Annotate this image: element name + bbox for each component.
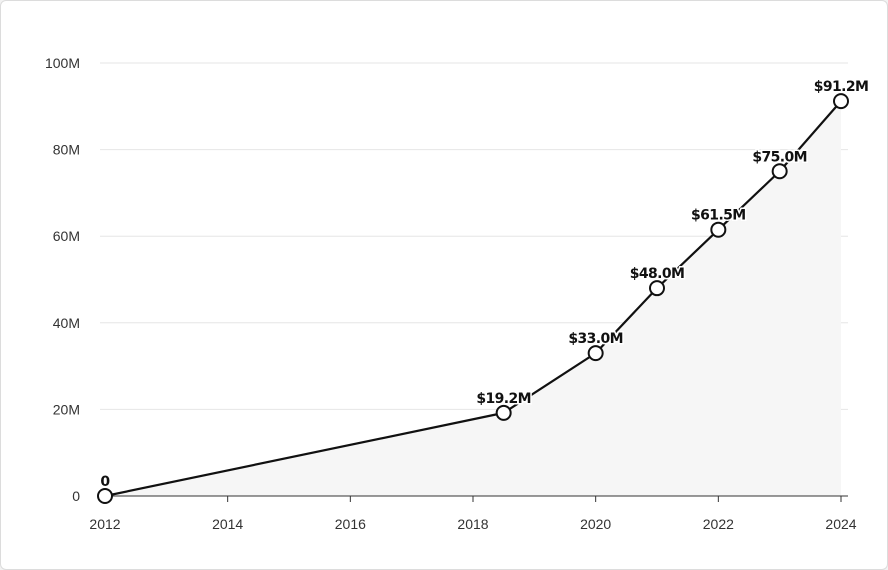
x-tick-label: 2020 xyxy=(580,516,611,532)
data-label: $19.2M xyxy=(476,391,531,407)
data-point xyxy=(649,280,665,297)
data-label: $91.2M xyxy=(814,79,869,95)
x-tick-label: 2024 xyxy=(825,516,856,532)
data-label: 0 xyxy=(100,474,110,490)
data-label: $75.0M xyxy=(752,149,807,165)
data-point xyxy=(771,163,788,180)
y-tick-label: 20M xyxy=(53,401,80,417)
data-point xyxy=(97,488,113,504)
data-points xyxy=(97,93,849,504)
data-labels: 0 $19.2M $33.0M $48.0M $61.5M $75.0M $91.2M xyxy=(99,78,870,492)
y-tick-label: 40M xyxy=(53,315,80,331)
data-label: $61.5M xyxy=(691,208,746,224)
data-point xyxy=(710,221,727,238)
data-point xyxy=(587,345,604,362)
data-label: $48.0M xyxy=(630,266,685,282)
y-tick-label: 80M xyxy=(53,142,80,158)
y-tick-label: 0 xyxy=(72,488,80,504)
data-point xyxy=(495,404,512,421)
x-tick-label: 2018 xyxy=(457,516,488,532)
data-label: $33.0M xyxy=(568,331,623,347)
y-tick-label: 60M xyxy=(53,228,80,244)
x-tick-label: 2022 xyxy=(703,516,734,532)
data-point xyxy=(833,93,849,110)
x-tick-label: 2016 xyxy=(335,516,366,532)
area-fill xyxy=(105,101,841,496)
x-tick-label: 2012 xyxy=(89,516,120,532)
area-fill-series xyxy=(105,101,841,496)
x-tick-label: 2014 xyxy=(212,516,243,532)
axes: 0 20M 40M 60M 80M 100M 2012 2014 2016 2018 2020 202… xyxy=(45,55,857,532)
y-tick-label: 100M xyxy=(45,55,80,71)
